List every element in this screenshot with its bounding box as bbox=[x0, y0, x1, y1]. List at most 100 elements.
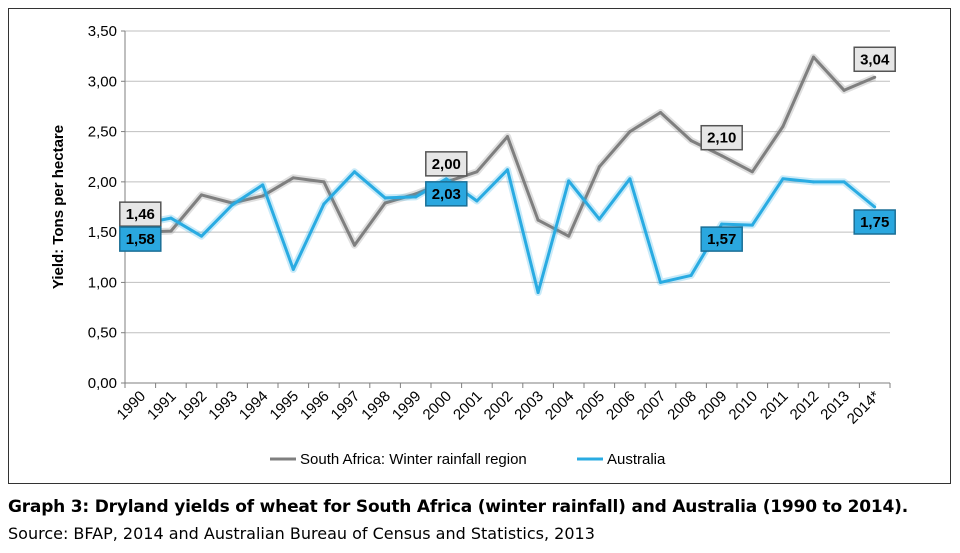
data-label-box bbox=[700, 124, 743, 151]
y-tick-label: 3,50 bbox=[88, 23, 117, 40]
chart-frame bbox=[8, 8, 951, 484]
data-point bbox=[230, 203, 234, 207]
series-line-1 bbox=[140, 168, 876, 294]
data-point bbox=[597, 165, 601, 169]
data-point bbox=[322, 202, 326, 206]
data-point bbox=[720, 154, 724, 158]
x-tick-label: 1992 bbox=[175, 388, 211, 424]
data-label-box bbox=[853, 209, 896, 235]
y-tick-label: 0,00 bbox=[88, 375, 117, 392]
line-chart: 0,00 0,50 1,00 1,50 2,00 2,50 3,00 3,50 19901991… bbox=[50, 23, 896, 468]
data-point bbox=[628, 130, 632, 134]
data-point bbox=[506, 168, 509, 172]
y-tick-label: 1,50 bbox=[88, 224, 117, 241]
x-tick-label: 2014* bbox=[844, 388, 884, 428]
x-tick-label: 2008 bbox=[664, 388, 700, 424]
x-tick-label: 1999 bbox=[389, 388, 425, 424]
data-point bbox=[781, 125, 785, 129]
data-label-box bbox=[853, 46, 896, 73]
data-point bbox=[597, 217, 601, 221]
y-tick-label: 2,00 bbox=[88, 174, 117, 191]
data-point bbox=[812, 55, 815, 59]
y-axis-title: Yield: Tons per hectare bbox=[50, 125, 67, 289]
data-point bbox=[659, 110, 662, 114]
x-tick-label: 2007 bbox=[634, 388, 670, 424]
series-glow-1 bbox=[139, 166, 877, 296]
data-point bbox=[750, 170, 754, 174]
data-point bbox=[567, 234, 571, 238]
data-point bbox=[812, 180, 815, 184]
x-tick-label: 1991 bbox=[144, 388, 180, 424]
data-point bbox=[842, 88, 846, 92]
x-tick-label: 2006 bbox=[603, 388, 639, 424]
legend-label: South Africa: Winter rainfall region bbox=[300, 451, 527, 468]
data-point bbox=[689, 139, 693, 143]
graph-caption: Graph 3: Dryland yields of wheat for Sou… bbox=[8, 497, 909, 517]
data-point bbox=[169, 216, 173, 220]
data-point bbox=[353, 170, 356, 174]
x-tick-label: 1995 bbox=[267, 388, 303, 424]
data-label-box bbox=[700, 226, 743, 252]
data-label: 1,58 bbox=[126, 231, 155, 248]
data-label: 2,00 bbox=[432, 156, 461, 173]
data-label: 3,04 bbox=[860, 51, 890, 68]
data-point bbox=[353, 243, 356, 247]
x-tick-label: 1994 bbox=[236, 388, 272, 424]
x-tick-label: 2001 bbox=[450, 388, 486, 424]
x-tick-label: 1998 bbox=[358, 388, 394, 424]
data-label-box bbox=[425, 181, 468, 207]
data-point bbox=[200, 234, 203, 238]
data-label: 1,75 bbox=[860, 214, 889, 231]
x-tick-label: 2000 bbox=[420, 388, 456, 424]
y-tick-label: 3,00 bbox=[88, 73, 117, 90]
x-tick-label: 2002 bbox=[481, 388, 517, 424]
data-label: 2,10 bbox=[707, 130, 736, 147]
data-point bbox=[506, 135, 509, 139]
data-point bbox=[200, 193, 203, 197]
data-point bbox=[720, 222, 724, 226]
data-point bbox=[750, 223, 754, 227]
data-point bbox=[536, 218, 540, 222]
data-label-box bbox=[119, 226, 162, 252]
x-tick-label: 1996 bbox=[297, 388, 333, 424]
data-point bbox=[414, 192, 418, 196]
data-point bbox=[873, 75, 877, 79]
data-point bbox=[567, 179, 571, 183]
x-tick-label: 2005 bbox=[573, 388, 609, 424]
data-point bbox=[383, 196, 387, 200]
x-tick-label: 1990 bbox=[114, 388, 150, 424]
data-point bbox=[628, 177, 632, 181]
x-tick-label: 2004 bbox=[542, 388, 578, 424]
y-tick-label: 2,50 bbox=[88, 124, 117, 141]
data-label-box bbox=[425, 151, 468, 177]
x-tick-label: 2012 bbox=[787, 388, 823, 424]
data-point bbox=[873, 205, 877, 209]
x-tick-label: 2009 bbox=[695, 388, 731, 424]
series-line-0 bbox=[140, 55, 876, 247]
data-point bbox=[781, 177, 785, 181]
x-tick-label: 2011 bbox=[757, 388, 792, 423]
x-tick-label: 1997 bbox=[328, 388, 364, 424]
data-point bbox=[444, 177, 448, 181]
x-tick-label: 2003 bbox=[511, 388, 547, 424]
data-point bbox=[261, 194, 265, 198]
data-point bbox=[475, 199, 479, 203]
x-tick-label: 1993 bbox=[205, 388, 241, 424]
y-tick-label: 1,00 bbox=[88, 274, 117, 291]
data-label-box bbox=[119, 201, 162, 227]
data-point bbox=[659, 280, 662, 284]
data-label: 1,57 bbox=[707, 231, 736, 248]
data-point bbox=[261, 183, 265, 187]
data-point bbox=[291, 267, 295, 271]
data-point bbox=[383, 201, 387, 205]
data-label: 2,03 bbox=[432, 186, 461, 203]
data-point bbox=[414, 195, 418, 199]
data-point bbox=[475, 170, 479, 174]
data-point bbox=[536, 290, 540, 294]
graph-source: Source: BFAP, 2014 and Australian Bureau… bbox=[8, 524, 595, 543]
data-point bbox=[689, 273, 693, 277]
legend-label: Australia bbox=[607, 451, 666, 468]
data-label: 1,46 bbox=[126, 206, 155, 223]
data-point bbox=[842, 180, 846, 184]
y-tick-label: 0,50 bbox=[88, 325, 117, 342]
